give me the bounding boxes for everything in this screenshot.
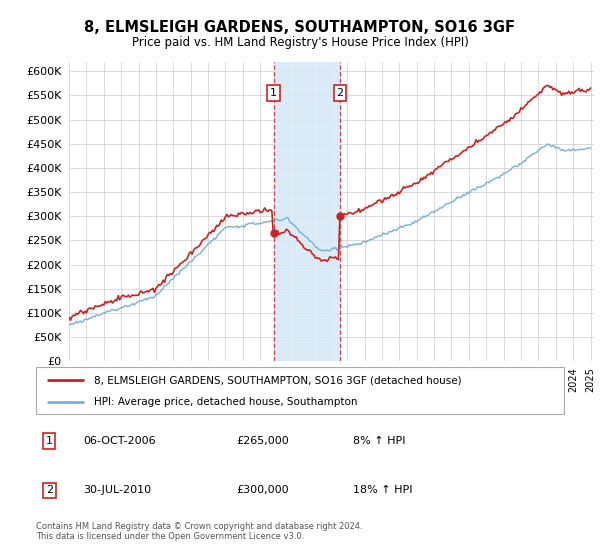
Text: £300,000: £300,000	[236, 486, 289, 496]
Text: 2: 2	[336, 88, 343, 98]
Text: 8% ↑ HPI: 8% ↑ HPI	[353, 436, 406, 446]
Text: HPI: Average price, detached house, Southampton: HPI: Average price, detached house, Sout…	[94, 397, 358, 407]
Text: Contains HM Land Registry data © Crown copyright and database right 2024.
This d: Contains HM Land Registry data © Crown c…	[36, 522, 362, 542]
Text: 1: 1	[270, 88, 277, 98]
Text: 30-JUL-2010: 30-JUL-2010	[83, 486, 152, 496]
FancyBboxPatch shape	[36, 367, 564, 414]
Text: 8, ELMSLEIGH GARDENS, SOUTHAMPTON, SO16 3GF: 8, ELMSLEIGH GARDENS, SOUTHAMPTON, SO16 …	[85, 20, 515, 35]
Bar	[274, 62, 340, 361]
Text: 1: 1	[46, 436, 53, 446]
Text: £265,000: £265,000	[236, 436, 289, 446]
Text: 18% ↑ HPI: 18% ↑ HPI	[353, 486, 412, 496]
Text: Price paid vs. HM Land Registry's House Price Index (HPI): Price paid vs. HM Land Registry's House …	[131, 36, 469, 49]
Text: 06-OCT-2006: 06-OCT-2006	[83, 436, 156, 446]
Text: 2: 2	[46, 486, 53, 496]
Text: 8, ELMSLEIGH GARDENS, SOUTHAMPTON, SO16 3GF (detached house): 8, ELMSLEIGH GARDENS, SOUTHAMPTON, SO16 …	[94, 375, 462, 385]
